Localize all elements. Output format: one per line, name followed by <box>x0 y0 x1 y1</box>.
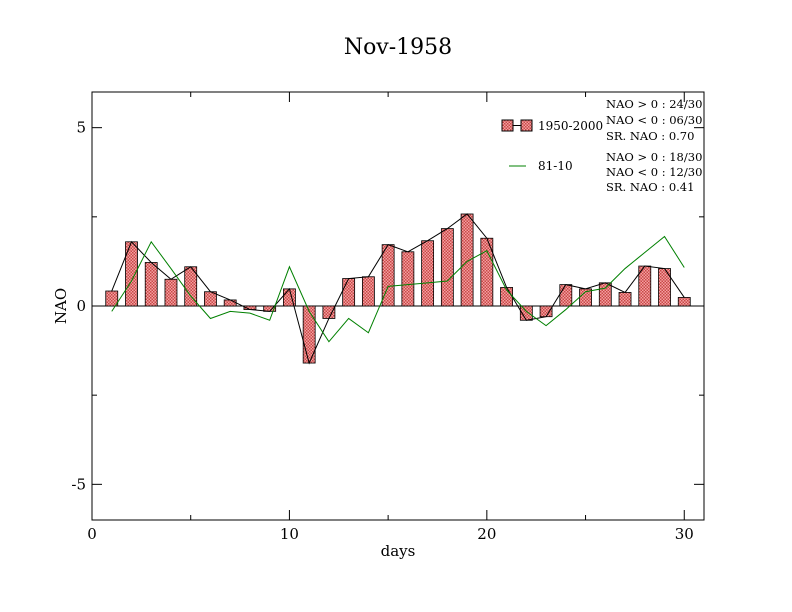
stat-8110-pos: NAO > 0 : 18/30 <box>606 150 702 164</box>
x-tick-label: 20 <box>477 525 496 543</box>
stat-8110-neg: NAO < 0 : 12/30 <box>606 165 702 179</box>
y-tick-label: -5 <box>71 475 86 493</box>
axis-ticks: 0 10 20 30 -5 0 5 <box>71 92 704 543</box>
x-axis-label: days <box>381 542 416 560</box>
stat-1950-pos: NAO > 0 : 24/30 <box>606 97 702 111</box>
series-line-81-10 <box>111 235 685 343</box>
bar <box>440 228 454 307</box>
bar <box>361 276 375 307</box>
bar <box>539 305 553 318</box>
bar <box>460 213 474 307</box>
bar <box>559 284 573 307</box>
legend-label-81-10: 81-10 <box>538 159 573 173</box>
bar <box>105 290 119 307</box>
bar <box>144 262 158 307</box>
bar <box>223 299 237 307</box>
series-line-1950-2000 <box>111 213 685 365</box>
bar <box>401 251 415 307</box>
legend-label-1950-2000: 1950-2000 <box>538 119 603 133</box>
y-axis-label: NAO <box>52 288 70 324</box>
bar <box>342 278 356 307</box>
chart-title: Nov-1958 <box>344 35 452 60</box>
line-series <box>111 213 685 365</box>
legend-swatch-right <box>520 119 533 132</box>
stat-1950-sr: SR. NAO : 0.70 <box>606 129 694 143</box>
bar <box>677 297 691 307</box>
legend-swatch-left <box>501 119 514 132</box>
stat-8110-sr: SR. NAO : 0.41 <box>606 180 694 194</box>
bar <box>421 240 435 307</box>
y-tick-label: 0 <box>76 297 86 315</box>
y-tick-label: 5 <box>76 119 86 137</box>
legend: 1950-2000 NAO > 0 : 24/30 NAO < 0 : 06/3… <box>501 97 702 194</box>
x-tick-label: 0 <box>87 525 97 543</box>
x-tick-label: 10 <box>280 525 299 543</box>
bar <box>322 305 336 319</box>
bar <box>618 292 632 307</box>
stat-1950-neg: NAO < 0 : 06/30 <box>606 113 702 127</box>
x-tick-label: 30 <box>675 525 694 543</box>
bar <box>598 282 612 307</box>
bar <box>164 278 178 307</box>
